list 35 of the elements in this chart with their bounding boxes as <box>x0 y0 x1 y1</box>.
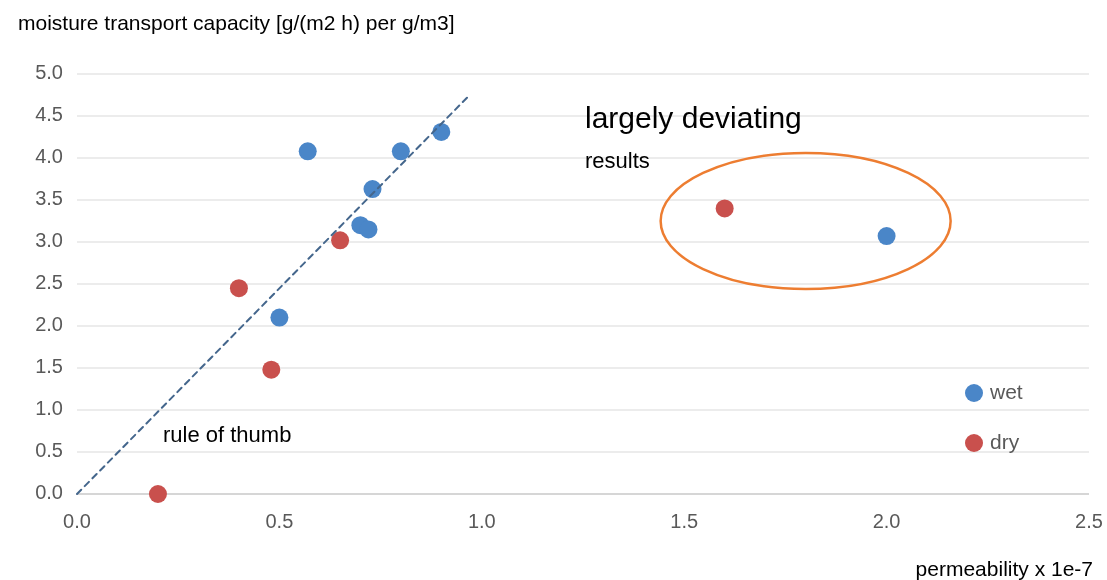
y-tick-label: 0.5 <box>35 439 63 462</box>
x-tick-label: 1.5 <box>670 510 699 532</box>
point <box>877 227 896 246</box>
point <box>391 142 410 161</box>
point <box>298 142 317 161</box>
point <box>715 199 734 218</box>
annotation: rule of thumb <box>163 422 292 447</box>
x-tick-label: 0.5 <box>265 510 294 532</box>
x-tick-label: 2.5 <box>1075 510 1103 532</box>
y-tick-label: 0.0 <box>35 481 63 504</box>
x-tick-label: 0.0 <box>63 510 91 532</box>
y-tick-label: 1.5 <box>35 355 63 378</box>
y-axis-title: moisture transport capacity [g/(m2 h) per g/m3] <box>18 11 455 34</box>
point <box>229 279 248 298</box>
y-tick-label: 2.5 <box>35 271 63 294</box>
y-tick-label: 5.0 <box>35 61 63 84</box>
y-tick-label: 1.0 <box>35 397 63 420</box>
y-tick-label: 4.0 <box>35 145 63 168</box>
point <box>331 231 350 250</box>
legend-label: wet <box>989 379 1023 403</box>
y-tick-label: 3.0 <box>35 229 63 252</box>
point <box>270 308 289 327</box>
y-tick-label: 4.5 <box>35 103 63 126</box>
x-tick-label: 1.0 <box>467 510 496 532</box>
annotation: results <box>585 148 650 173</box>
x-tick-label: 2.0 <box>872 510 901 532</box>
y-tick-label: 2.0 <box>35 313 63 336</box>
point <box>432 122 451 141</box>
y-tick-label: 3.5 <box>35 187 63 210</box>
point <box>359 220 378 239</box>
annotation: largely deviating <box>585 101 802 134</box>
point <box>148 485 167 503</box>
point <box>262 360 281 379</box>
x-axis-title: permeability x 1e-7 <box>915 557 1093 580</box>
legend-label: dry <box>990 429 1020 453</box>
